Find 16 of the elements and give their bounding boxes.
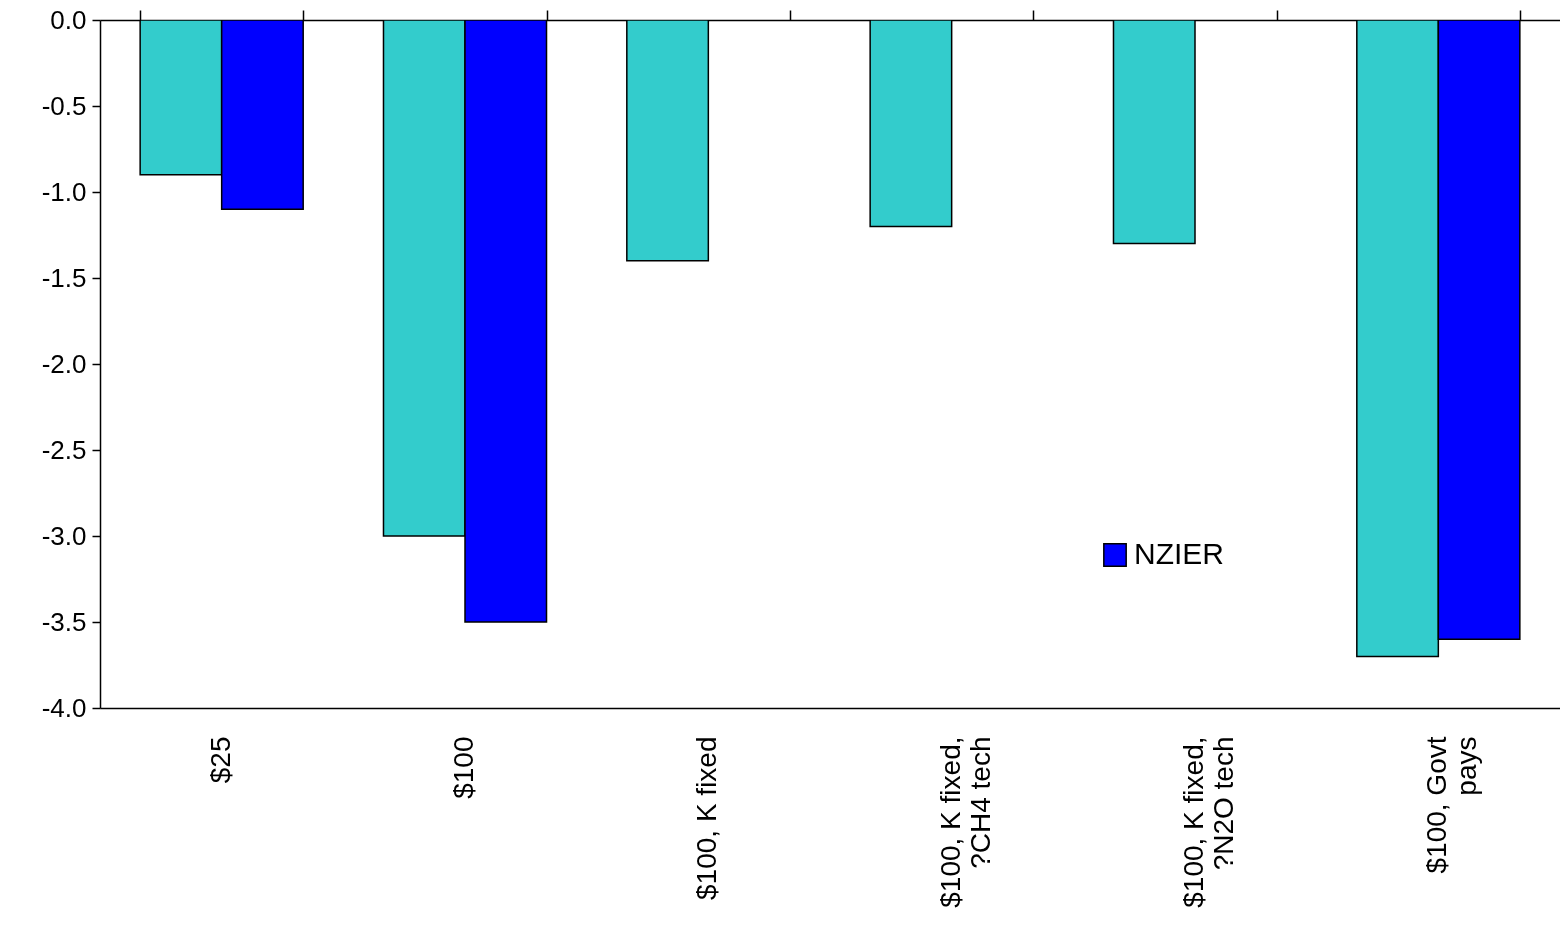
x-tick-label: $100, K fixed [691,736,723,900]
y-tick-label: -2.5 [41,434,87,465]
y-tick-label: -2.0 [41,348,87,379]
legend-label: NZIER [1134,537,1224,570]
x-tick-label: $100, K fixed, ?CH4 tech [934,736,996,908]
y-tick-label: -3.0 [41,520,87,551]
y-tick-label: -1.5 [41,262,87,293]
x-tick-label: $25 [204,736,236,784]
y-tick-label: -3.5 [41,606,87,637]
y-tick-label: -4.0 [41,692,87,723]
y-tick-label: 0.0 [50,4,87,35]
x-tick-label: $100 [448,736,479,799]
x-tick-label: $100, Govt pays [1421,736,1483,874]
y-tick-label: -1.0 [41,176,87,207]
y-tick-label: -0.5 [41,90,87,121]
x-tick-label: $100, K fixed, ?N2O tech [1178,736,1239,908]
